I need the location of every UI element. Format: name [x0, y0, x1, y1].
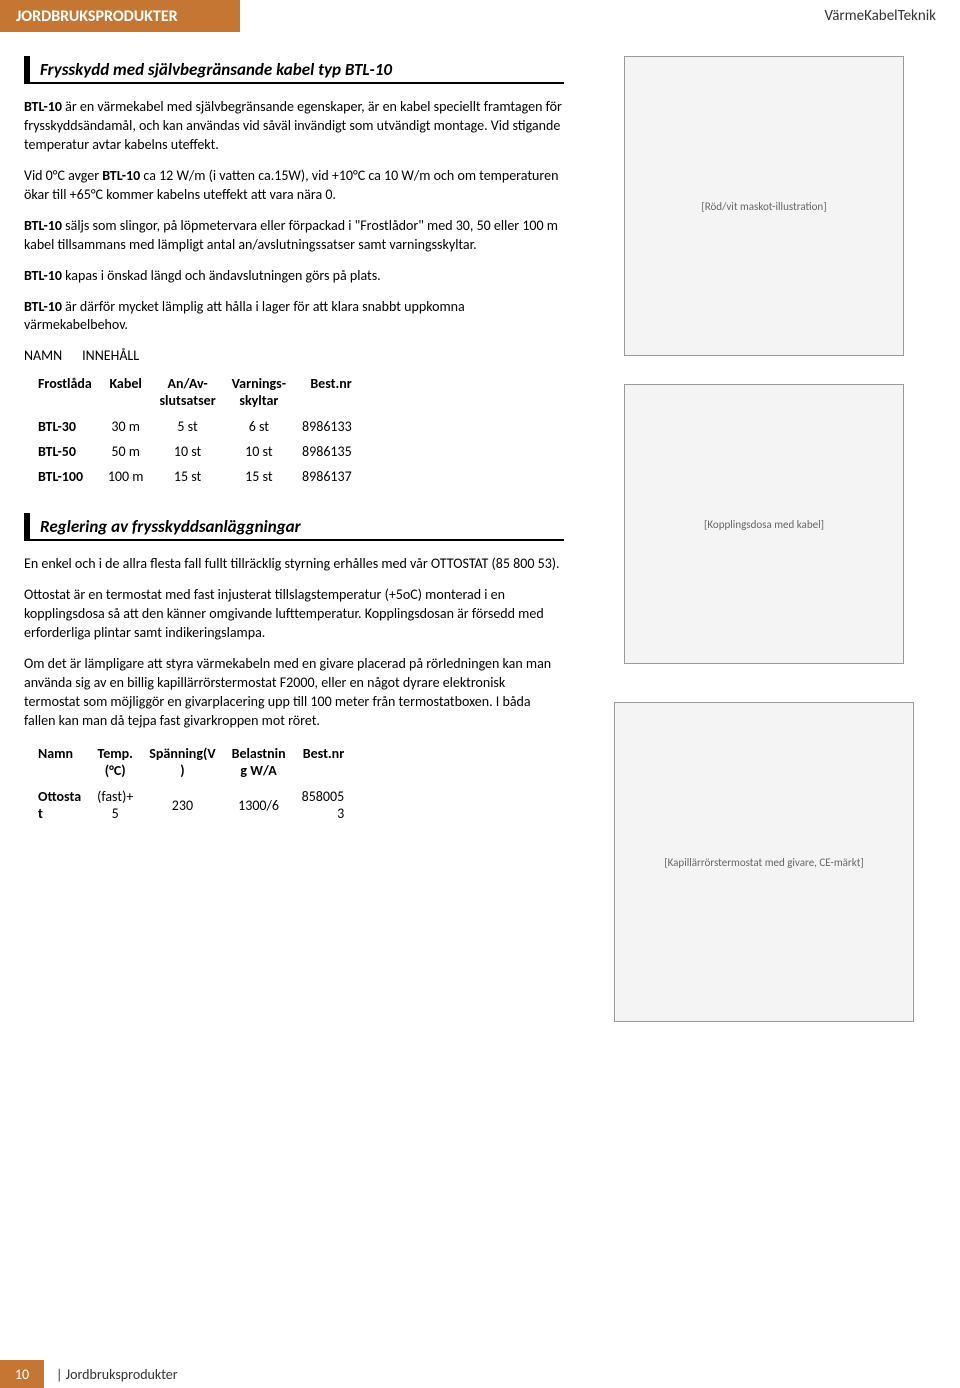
table-row: Ottosta t (fast)+ 5 230 1300/6 858005 3: [24, 784, 358, 826]
page-number: 10: [0, 1360, 44, 1388]
table-supra-headers: NAMN INNEHÅLL: [24, 347, 564, 364]
paragraph: BTL-10 är därför mycket lämplig att håll…: [24, 298, 564, 336]
product-image-mascot: [Röd/vit maskot-illustration]: [624, 56, 904, 356]
table-row: BTL-100 100 m 15 st 15 st 8986137: [24, 464, 366, 489]
paragraph: BTL-10 säljs som slingor, på löpmetervar…: [24, 217, 564, 255]
footer-text: | Jordbruksprodukter: [44, 1366, 178, 1383]
table-row: BTL-50 50 m 10 st 10 st 8986135: [24, 439, 366, 464]
regulator-table: Namn Temp. (°C) Spänning(V ) Belastnin g…: [24, 742, 358, 826]
col-header: Spänning(V ): [141, 742, 223, 784]
page-header: JORDBRUKSPRODUKTER VärmeKabelTeknik: [0, 0, 960, 32]
product-image-thermostat: [Kapillärrörstermostat med givare, CE-mä…: [614, 702, 914, 1022]
section-title-reglering: Reglering av frysskyddsanläggningar: [24, 513, 564, 541]
frostlada-table: Frostlåda Kabel An/Av- slutsatser Varnin…: [24, 372, 366, 489]
paragraph: BTL-10 kapas i önskad längd och ändavslu…: [24, 267, 564, 286]
header-category: JORDBRUKSPRODUKTER: [0, 0, 240, 32]
col-header: Belastnin g W/A: [224, 742, 294, 784]
col-header: Frostlåda: [24, 372, 100, 414]
col-header: Namn: [24, 742, 89, 784]
section-title-btl10: Frysskydd med självbegränsande kabel typ…: [24, 56, 564, 84]
paragraph: En enkel och i de allra flesta fall full…: [24, 555, 564, 574]
paragraph: Vid 0°C avger BTL-10 ca 12 W/m (i vatten…: [24, 167, 564, 205]
page-footer: 10 | Jordbruksprodukter: [0, 1360, 960, 1388]
col-header: Best.nr: [294, 372, 366, 414]
col-header: An/Av- slutsatser: [151, 372, 223, 414]
col-header: Kabel: [100, 372, 152, 414]
paragraph: Om det är lämpligare att styra värmekabe…: [24, 655, 564, 731]
header-brand: VärmeKabelTeknik: [825, 0, 960, 32]
col-header: Temp. (°C): [89, 742, 141, 784]
col-header: Best.nr: [294, 742, 359, 784]
table-row: BTL-30 30 m 5 st 6 st 8986133: [24, 414, 366, 439]
product-image-junction-box: [Kopplingsdosa med kabel]: [624, 384, 904, 664]
paragraph: BTL-10 är en värmekabel med självbegräns…: [24, 98, 564, 155]
paragraph: Ottostat är en termostat med fast injust…: [24, 586, 564, 643]
col-header: Varnings- skyltar: [224, 372, 294, 414]
